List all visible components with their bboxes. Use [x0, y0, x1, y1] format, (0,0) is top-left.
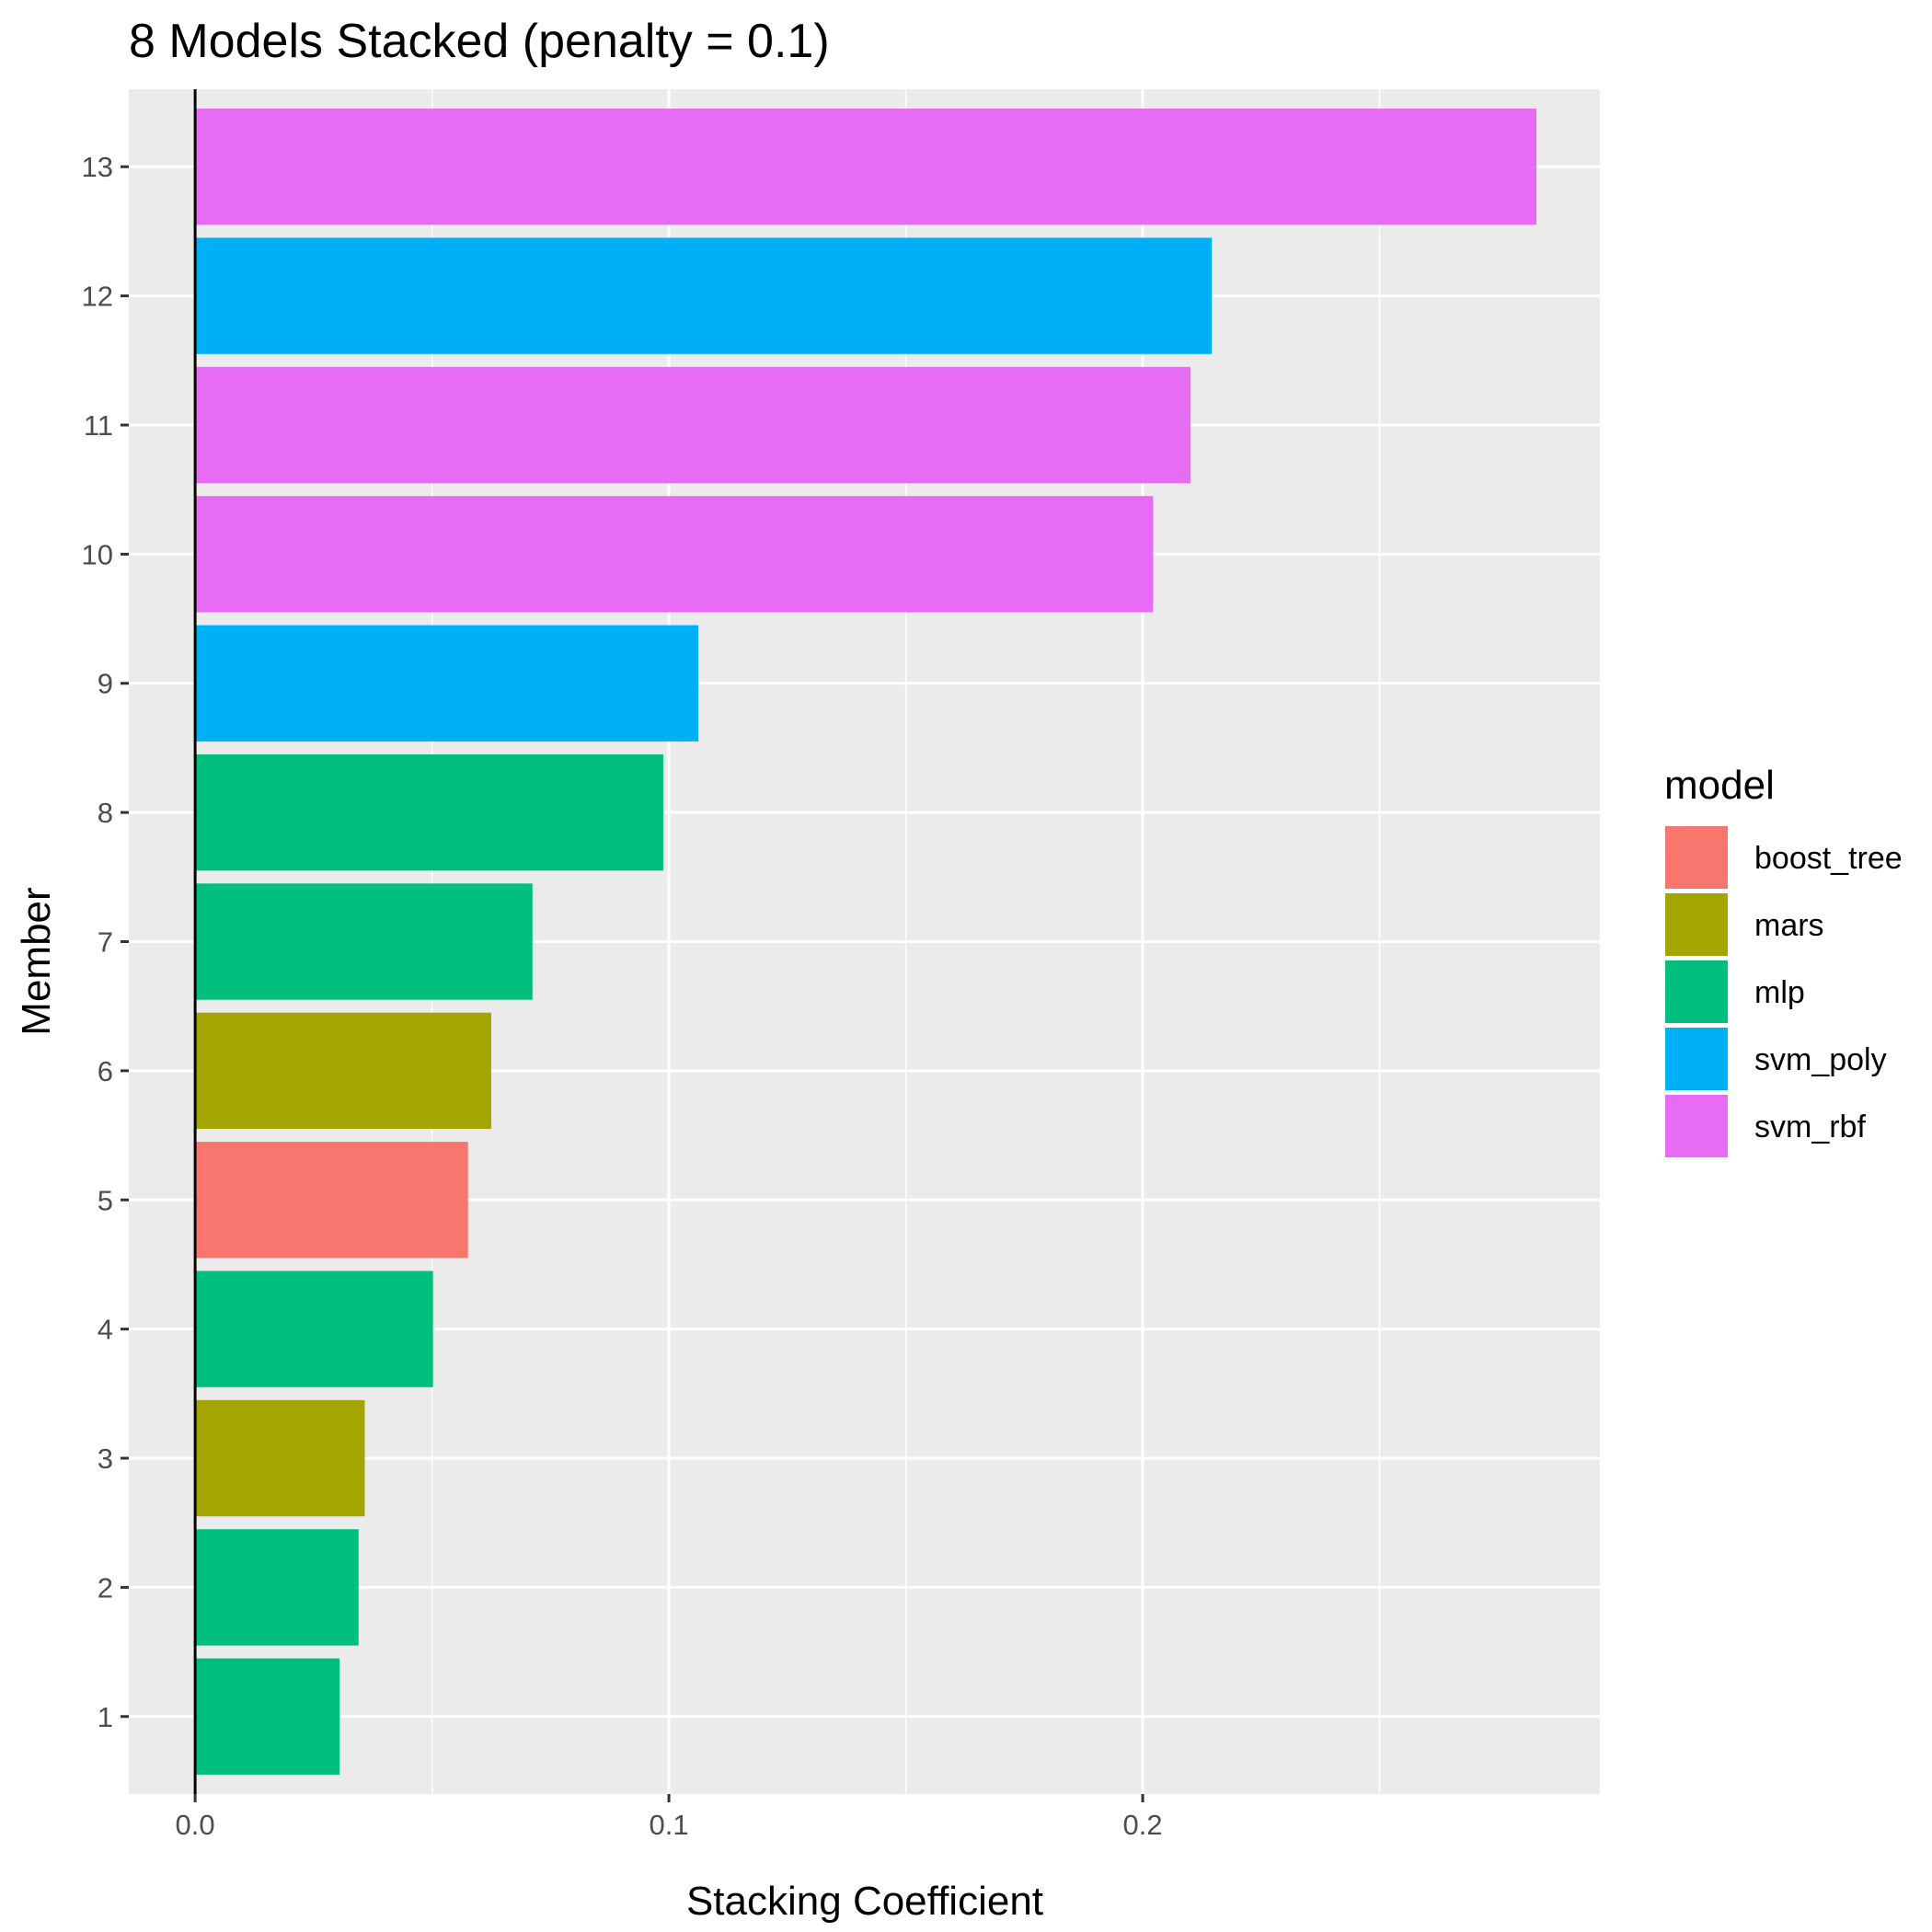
- bar-member-13: [195, 109, 1536, 225]
- bar-member-10: [195, 496, 1154, 613]
- legend-key-mars: [1663, 891, 1730, 958]
- y-tick-label: 3: [98, 1443, 113, 1475]
- legend-key-boost_tree: [1663, 824, 1730, 891]
- x-tick-label: 0.2: [1122, 1809, 1162, 1841]
- x-tick-label: 0.0: [176, 1809, 215, 1841]
- y-tick-label: 7: [98, 926, 113, 959]
- legend-label-svm_poly: svm_poly: [1754, 1042, 1887, 1077]
- bars: [195, 109, 1536, 1775]
- bar-member-2: [195, 1529, 359, 1646]
- legend-label-mars: mars: [1754, 908, 1824, 943]
- bar-member-3: [195, 1399, 365, 1517]
- x-axis: 0.0 0.1 0.2: [176, 1794, 1163, 1841]
- y-tick-label: 12: [82, 281, 113, 313]
- legend-label-mlp: mlp: [1754, 975, 1805, 1010]
- y-tick-label: 10: [82, 538, 113, 570]
- y-tick-label: 1: [98, 1701, 113, 1733]
- legend-key-mlp: [1663, 959, 1730, 1025]
- legend-label-svm_rbf: svm_rbf: [1754, 1110, 1866, 1144]
- bar-member-5: [195, 1142, 468, 1259]
- legend-label-boost_tree: boost_tree: [1754, 841, 1903, 876]
- y-tick-label: 13: [82, 151, 113, 183]
- legend-title: model: [1664, 763, 1775, 808]
- y-tick-label: 8: [98, 797, 113, 829]
- bar-member-8: [195, 753, 663, 871]
- y-tick-label: 11: [84, 409, 113, 442]
- y-tick-label: 4: [98, 1314, 113, 1346]
- x-axis-title: Stacking Coefficient: [686, 1879, 1043, 1924]
- bar-member-11: [195, 366, 1191, 484]
- bar-member-7: [195, 883, 533, 1000]
- legend-key-svm_rbf: [1663, 1093, 1730, 1159]
- bar-member-12: [195, 237, 1213, 354]
- y-tick-label: 2: [98, 1571, 113, 1604]
- bar-member-6: [195, 1012, 491, 1130]
- y-tick-label: 5: [98, 1184, 113, 1216]
- x-tick-label: 0.1: [650, 1809, 689, 1841]
- bar-member-9: [195, 625, 699, 742]
- legend-key-svm_poly: [1663, 1026, 1730, 1092]
- chart-title: 8 Models Stacked (penalty = 0.1): [129, 15, 830, 68]
- y-tick-label: 9: [98, 668, 113, 700]
- y-tick-label: 6: [98, 1055, 113, 1087]
- y-axis-title: Member: [14, 887, 59, 1035]
- bar-member-1: [195, 1658, 340, 1775]
- bar-member-4: [195, 1271, 433, 1387]
